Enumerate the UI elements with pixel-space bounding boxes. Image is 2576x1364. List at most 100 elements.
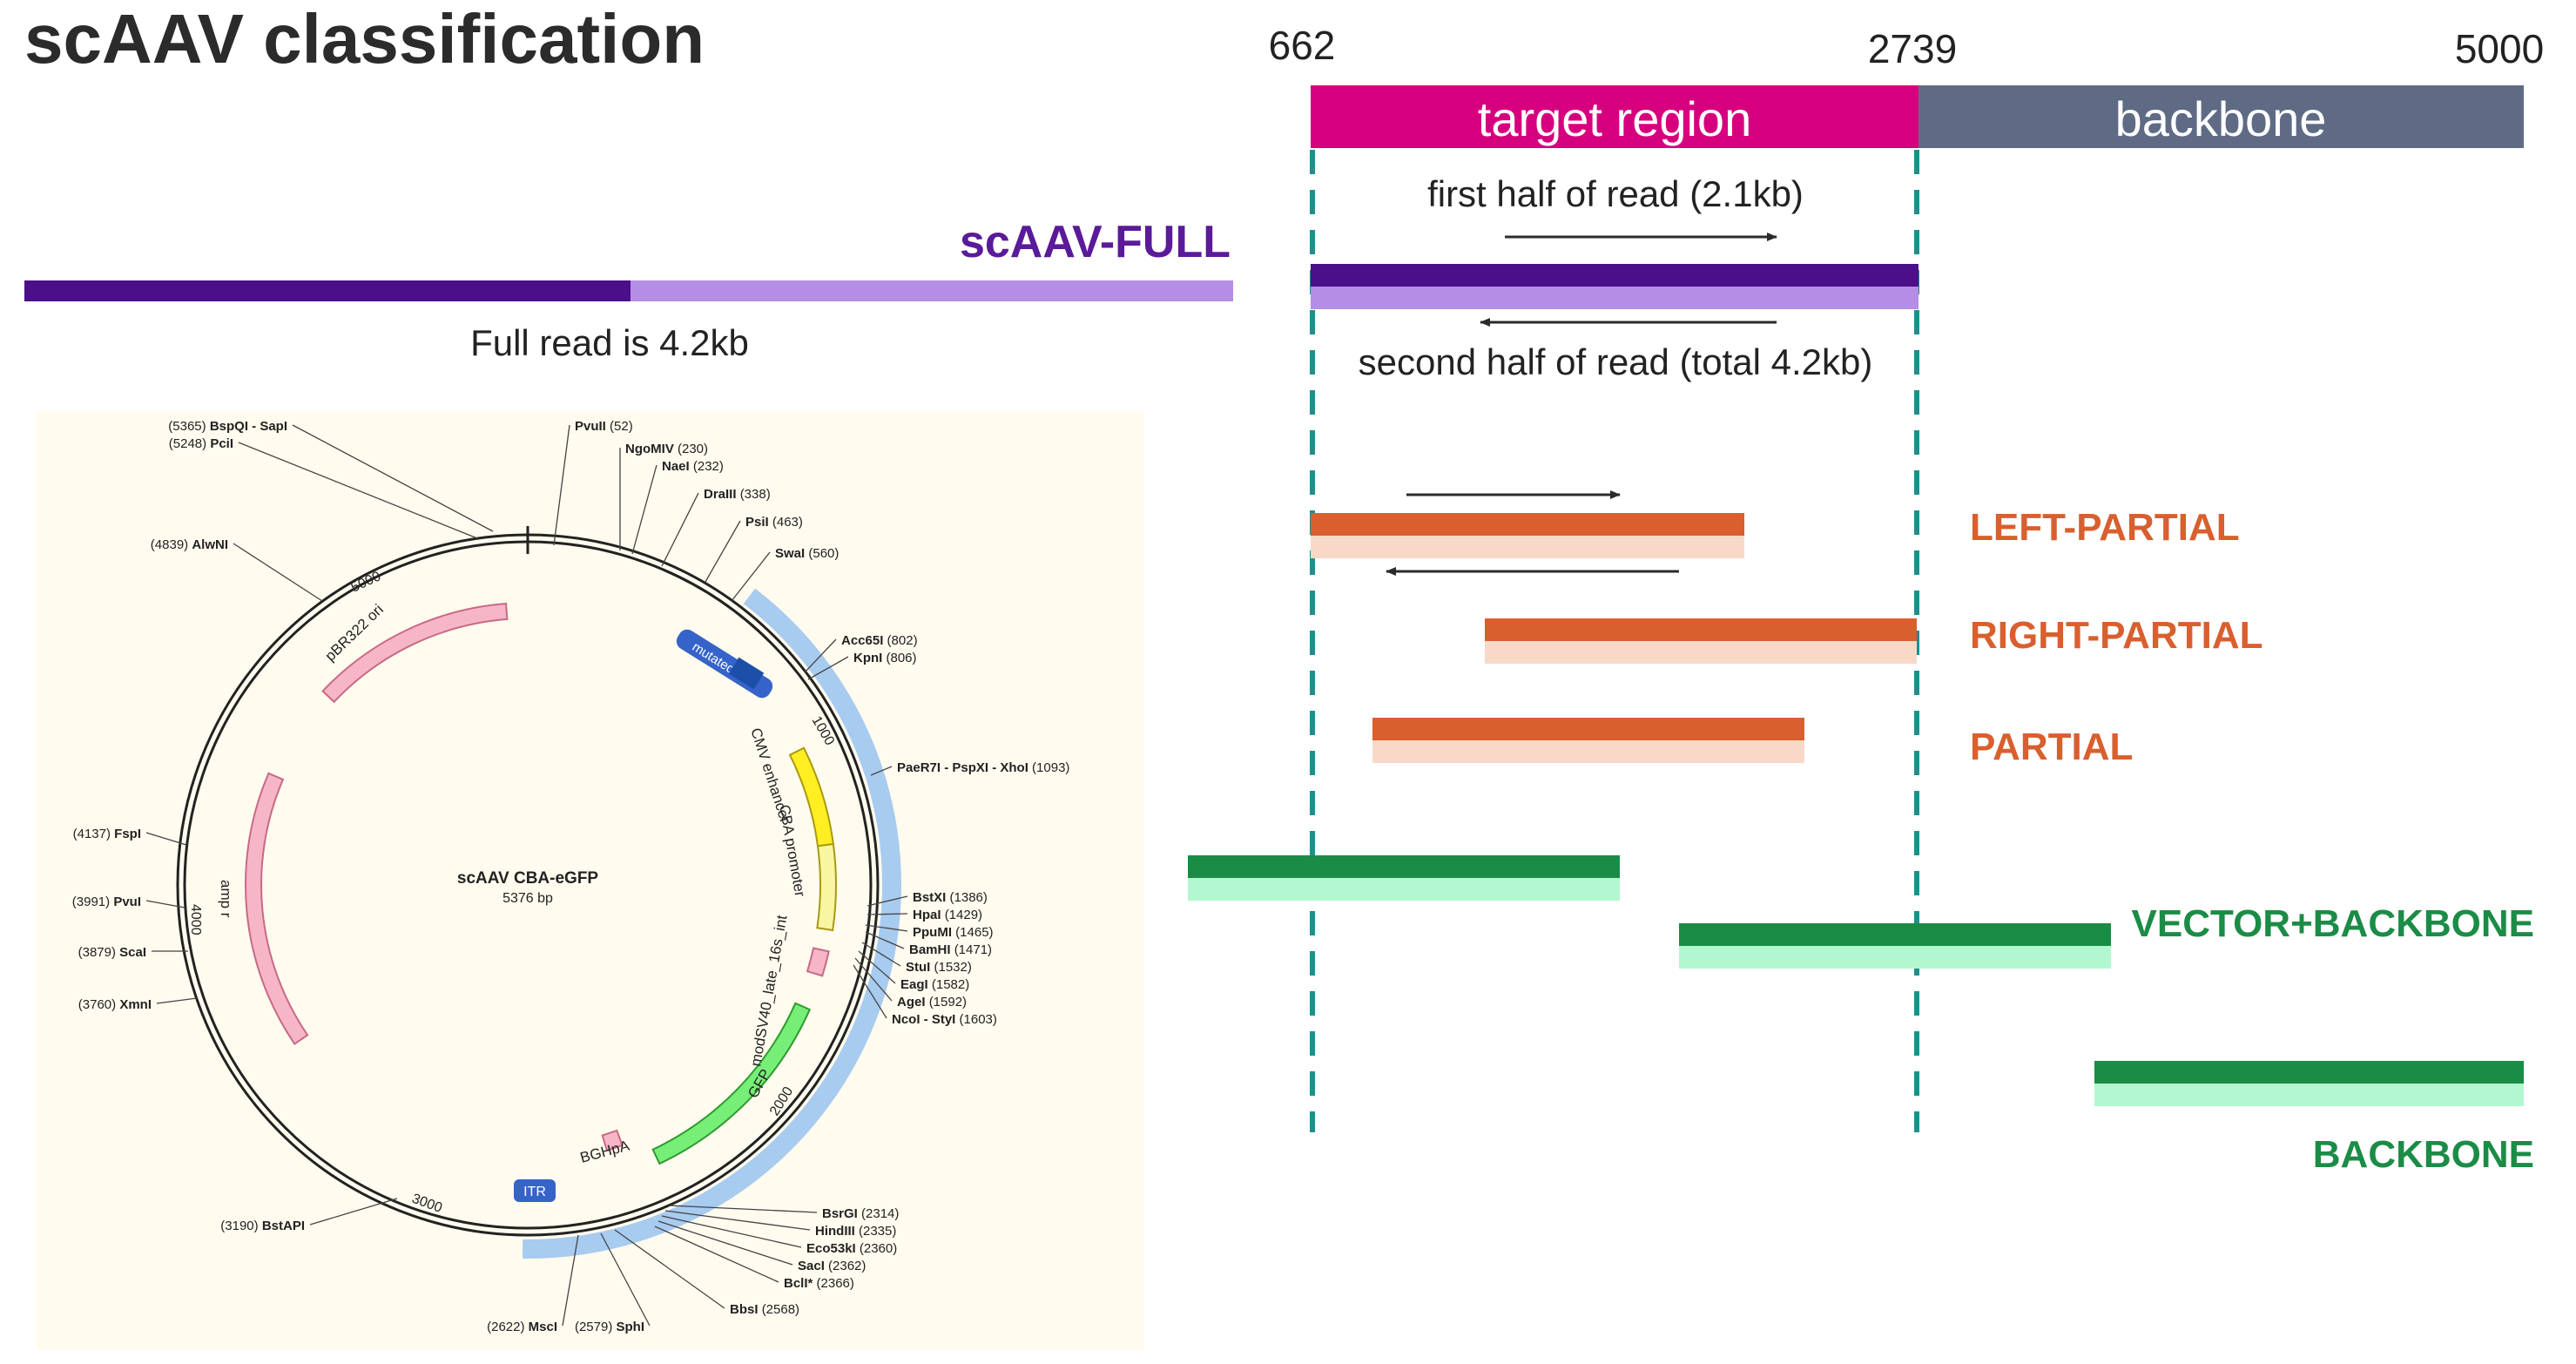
site-leader-line <box>865 924 908 932</box>
left-partial-bar-light <box>1311 536 1744 558</box>
site-leader-line <box>664 1210 811 1231</box>
restriction-site-label: (2622) MscI <box>487 1320 557 1334</box>
site-leader-line <box>145 900 185 908</box>
backbone-bar-light <box>2094 1084 2524 1106</box>
site-leader-line <box>614 1229 725 1309</box>
full-read-second-half <box>631 280 1233 301</box>
coord-start: 662 <box>1269 23 1336 68</box>
itr-label: ITR <box>523 1185 546 1199</box>
plasmid-map: mutated ITR ITR CMV enhancer CBA promote… <box>37 411 1144 1350</box>
site-leader-line <box>654 1226 779 1283</box>
gfp-arc <box>651 1002 812 1165</box>
right-partial-bar-light <box>1485 641 1917 664</box>
restriction-site-label: HindIII (2335) <box>815 1224 896 1239</box>
second-half-label: second half of read (total 4.2kb) <box>1359 341 1873 382</box>
full-read-bar-light <box>1311 287 1919 309</box>
site-leader-line <box>145 832 187 846</box>
full-read-first-half <box>24 280 631 301</box>
plasmid-map-background <box>37 411 1144 1350</box>
full-read-caption: Full read is 4.2kb <box>470 322 749 363</box>
restriction-site-label: BamHI (1471) <box>909 942 992 957</box>
restriction-site-label: PvuII (52) <box>575 419 633 434</box>
site-leader-line <box>804 638 837 673</box>
restriction-site-label: BsrGI (2314) <box>822 1206 899 1221</box>
restriction-site-label: EagI (1582) <box>900 977 969 992</box>
restriction-site-label: (4839) AlwNI <box>151 537 228 552</box>
site-leader-line <box>853 964 887 1019</box>
vector-backbone-bar-2-dark <box>1679 923 2111 946</box>
pbr322-ori-arc <box>321 602 509 704</box>
restriction-site-label: PaeR7I - PspXI - XhoI (1093) <box>897 760 1069 775</box>
site-leader-line <box>731 551 771 602</box>
site-leader-line <box>861 942 901 967</box>
restriction-site-label: BbsI (2568) <box>730 1302 799 1317</box>
coord-mid: 2739 <box>1868 26 1957 71</box>
target-region-bar <box>1311 85 1919 148</box>
site-leader-line <box>807 656 849 680</box>
vector-backbone-bar-1-light <box>1188 878 1620 901</box>
restriction-site-label: (3190) BstAPI <box>220 1219 305 1233</box>
page-title: scAAV classification <box>24 0 705 78</box>
restriction-site-label: BstXI (1386) <box>913 890 988 905</box>
vector-backbone-bar-2-light <box>1679 946 2111 969</box>
mutated-itr-marker <box>728 657 765 690</box>
restriction-site-label: DraIII (338) <box>704 487 771 502</box>
plasmid-tick-4000: 4000 <box>188 904 203 935</box>
restriction-site-label: AgeI (1592) <box>897 995 967 1009</box>
site-leader-line <box>867 895 908 907</box>
insert-region-arc <box>522 588 901 1259</box>
backbone-region-label: backbone <box>2115 91 2327 146</box>
right-partial-label: RIGHT-PARTIAL <box>1970 614 2263 657</box>
restriction-site-label: (3760) XmnI <box>78 997 152 1012</box>
site-leader-line <box>858 950 896 984</box>
partial-bar-dark <box>1372 718 1804 740</box>
restriction-site-label: BclI* (2366) <box>784 1276 854 1291</box>
restriction-site-label: SwaI (560) <box>775 546 839 561</box>
backbone-region-bar <box>1919 85 2524 148</box>
restriction-site-label: PsiI (463) <box>745 515 803 530</box>
site-leader-line <box>870 766 893 776</box>
first-half-label: first half of read (2.1kb) <box>1427 173 1804 214</box>
site-leader-line <box>668 1205 818 1213</box>
site-leader-line <box>854 957 893 1002</box>
restriction-site-label: Eco53kI (2360) <box>806 1241 897 1256</box>
restriction-site-label: SacI (2362) <box>798 1259 866 1273</box>
bghpa-arc <box>601 1129 624 1151</box>
right-partial-bar-dark <box>1485 618 1917 641</box>
site-leader-line <box>865 931 905 949</box>
left-partial-label: LEFT-PARTIAL <box>1970 506 2240 549</box>
restriction-site-label: PpuMI (1465) <box>913 925 994 940</box>
site-leader-line <box>705 520 741 583</box>
left-partial-bar-dark <box>1311 513 1744 536</box>
restriction-site-label: (4137) FspI <box>73 827 141 841</box>
vector-backbone-bar-1-dark <box>1188 855 1620 878</box>
site-leader-line <box>553 424 570 546</box>
restriction-site-label: NgoMIV (230) <box>625 442 708 456</box>
target-region-label: target region <box>1478 91 1751 146</box>
coord-end: 5000 <box>2455 26 2544 71</box>
backbone-bar-dark <box>2094 1061 2524 1084</box>
restriction-site-label: StuI (1532) <box>906 960 972 975</box>
partial-bar-light <box>1372 740 1804 763</box>
partial-label: PARTIAL <box>1970 726 2133 768</box>
restriction-site-label: (3991) PvuI <box>72 895 141 909</box>
amp-r-label: amp r <box>218 880 234 918</box>
site-leader-line <box>562 1234 579 1327</box>
restriction-site-label: (5365) BspQI - SapI <box>168 419 287 434</box>
plasmid-size: 5376 bp <box>502 891 553 906</box>
site-leader-line <box>657 1220 793 1266</box>
restriction-site-label: (5248) PciI <box>169 436 233 451</box>
sv40-intron-arc <box>806 947 830 977</box>
site-leader-line <box>309 1198 398 1226</box>
restriction-site-label: KpnI (806) <box>853 651 917 665</box>
plasmid-name: scAAV CBA-eGFP <box>457 869 599 888</box>
full-read-bar-dark <box>1311 264 1919 287</box>
site-leader-line <box>233 543 323 602</box>
restriction-site-label: (3879) ScaI <box>78 945 146 960</box>
backbone-label: BACKBONE <box>2313 1133 2534 1176</box>
site-leader-line <box>156 997 198 1004</box>
site-leader-line <box>661 492 699 567</box>
site-leader-line <box>867 913 908 915</box>
itr-box: ITR <box>514 1179 556 1202</box>
